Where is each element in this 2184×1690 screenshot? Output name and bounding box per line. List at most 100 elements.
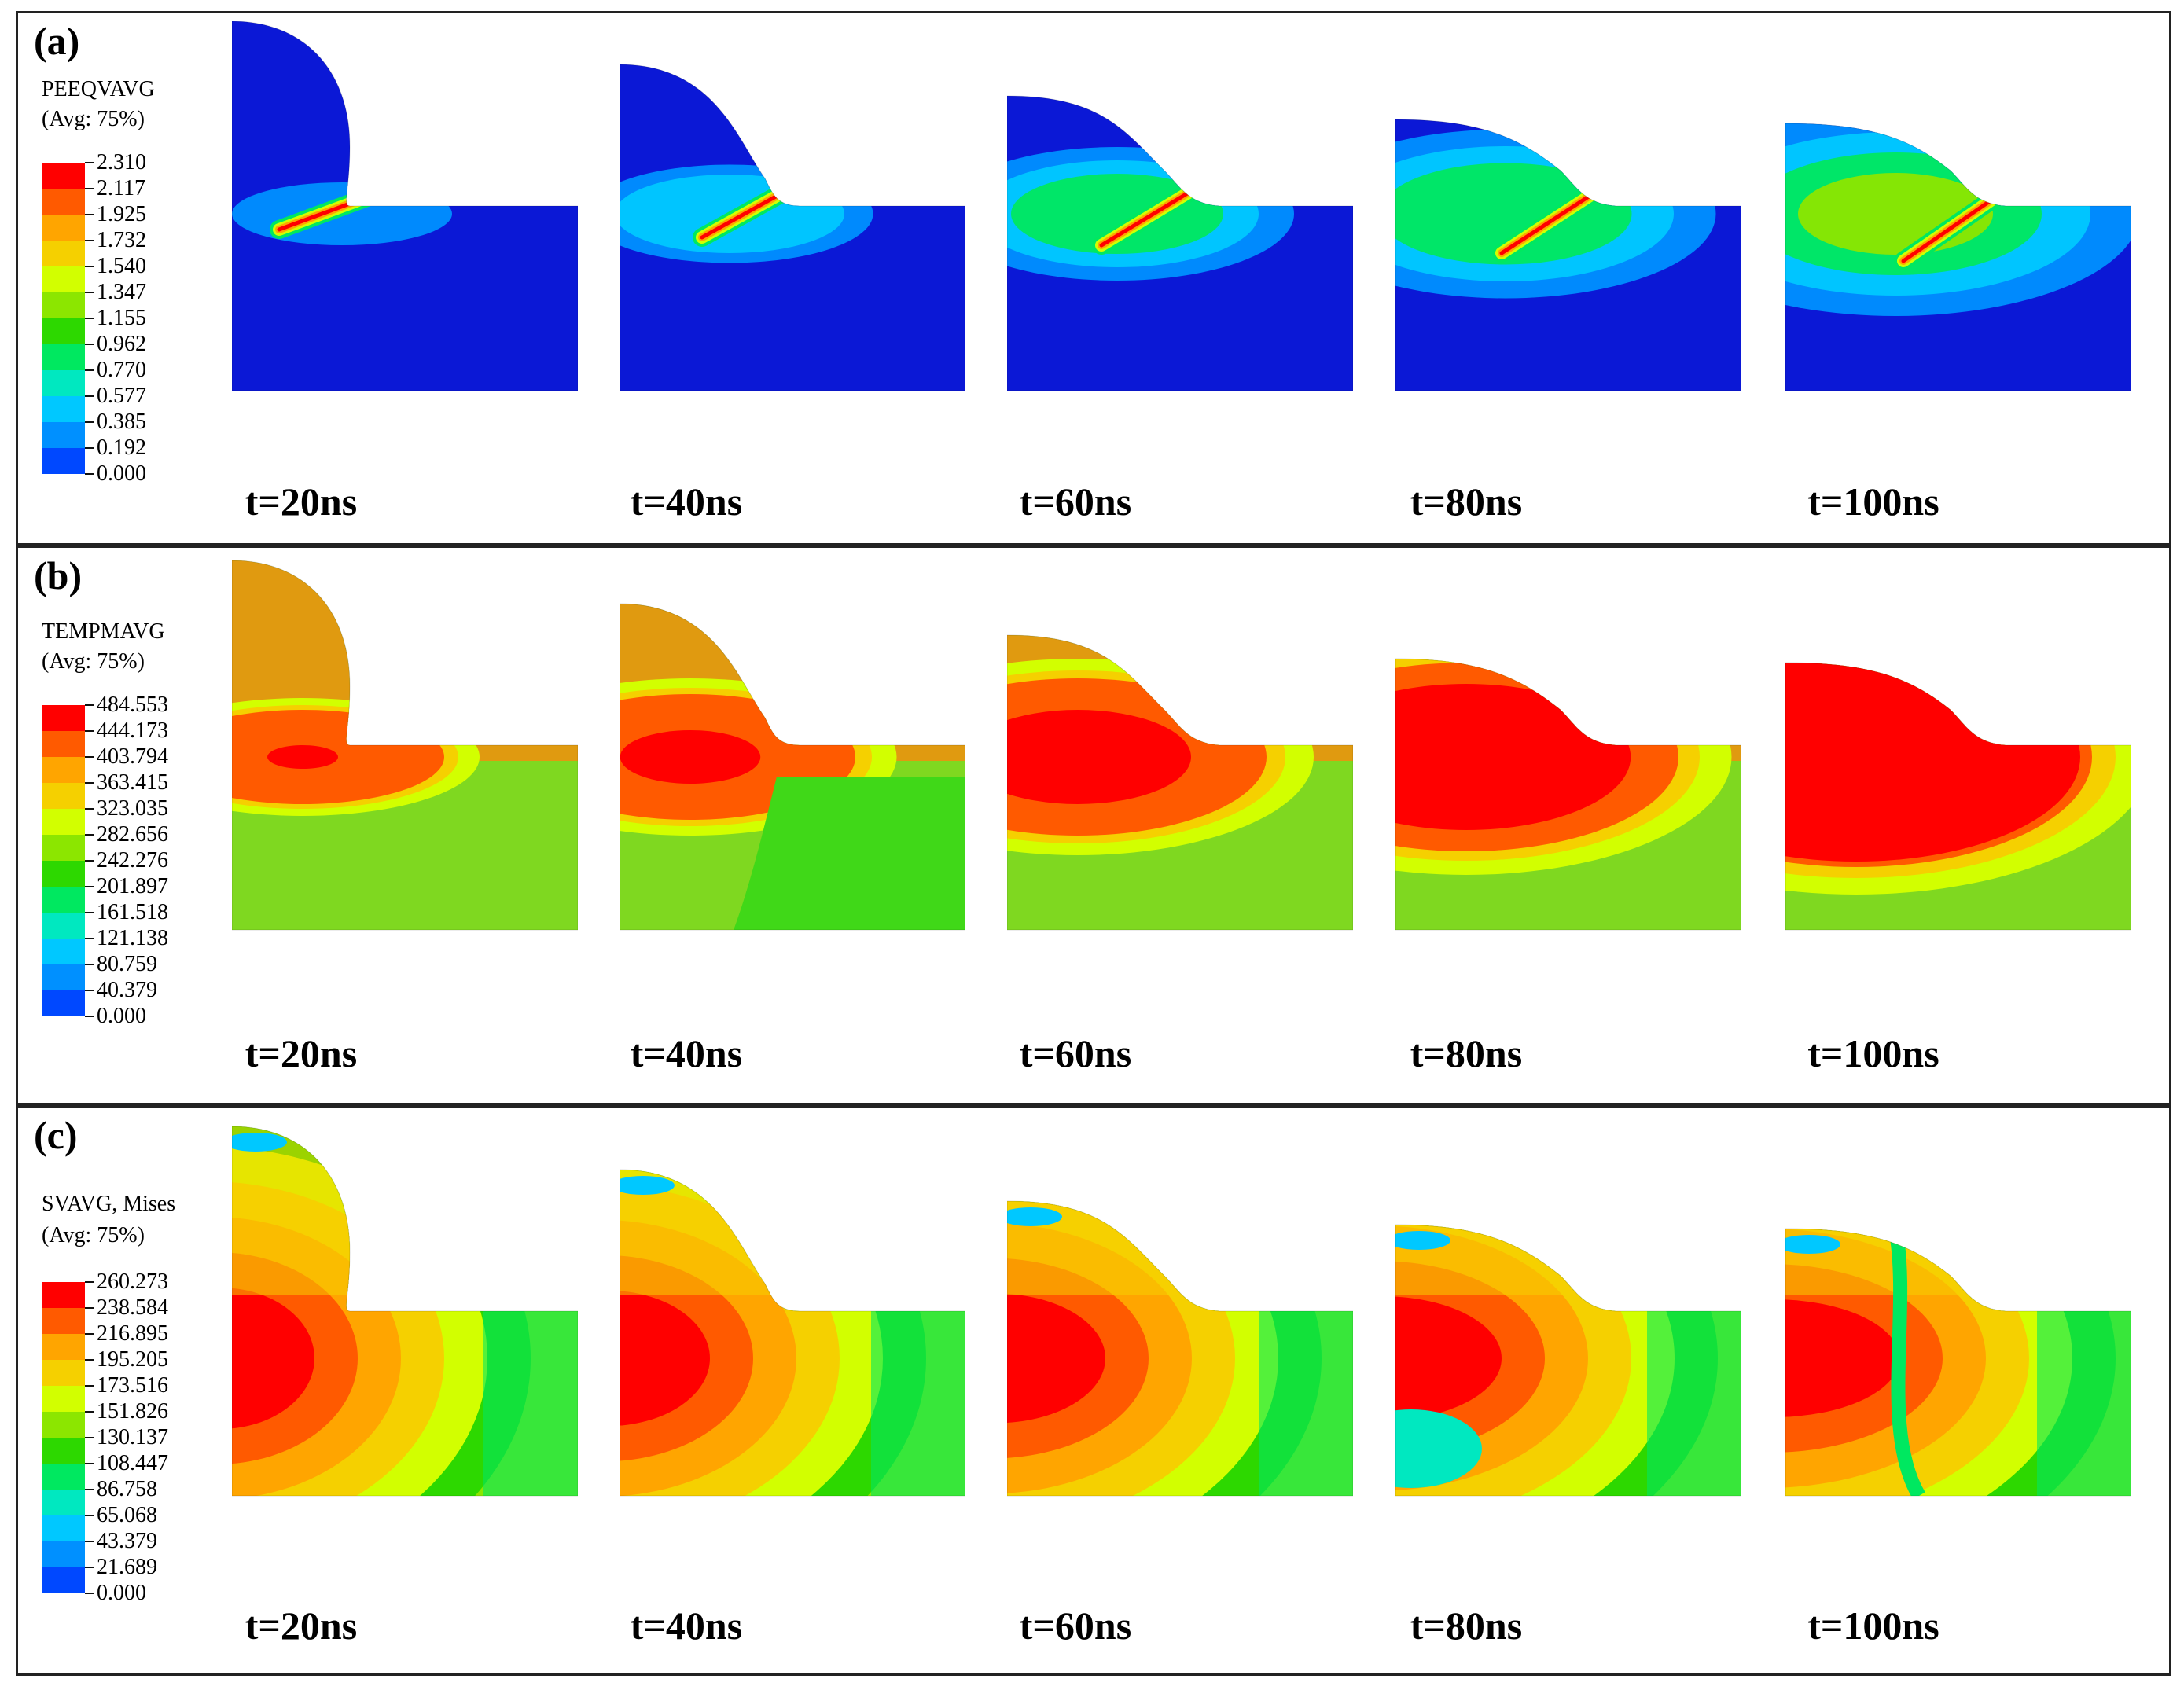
legend-subtitle: (Avg: 75%) — [42, 1223, 145, 1247]
legend-swatch — [42, 448, 85, 474]
legend-tick — [85, 1541, 94, 1542]
legend-value: 151.826 — [97, 1399, 168, 1424]
frame-outline — [1007, 95, 1353, 391]
simulation-frame — [1395, 119, 1741, 391]
simulation-frame — [1785, 123, 2131, 391]
simulation-frame — [232, 560, 578, 931]
legend-tick — [85, 1593, 94, 1594]
legend-swatch — [42, 189, 85, 215]
legend-tick — [85, 266, 94, 267]
legend-swatch — [42, 241, 85, 266]
legend-swatch — [42, 318, 85, 344]
time-label: t=80ns — [1410, 1031, 1523, 1075]
legend-swatch — [42, 266, 85, 292]
legend-swatch — [42, 1308, 85, 1334]
panel-b: (b) TEMPMAVG (Avg: 75%) 484.553 444.173 40… — [16, 546, 2171, 1105]
legend-value: 1.732 — [97, 228, 146, 252]
legend-value: 0.770 — [97, 358, 146, 382]
legend-value: 242.276 — [97, 848, 168, 873]
legend-swatch — [42, 215, 85, 241]
simulation-frame — [620, 64, 965, 391]
legend-tick — [85, 1567, 94, 1568]
legend-value: 2.310 — [97, 150, 146, 175]
legend-swatch — [42, 913, 85, 939]
temperature-contour-band — [1007, 710, 1191, 804]
stress-contour-band — [1007, 1207, 1062, 1226]
stress-contour-band — [620, 1176, 675, 1195]
legend-value: 0.000 — [97, 1581, 146, 1605]
legend-value: 323.035 — [97, 796, 168, 821]
simulation-frame — [620, 603, 965, 931]
legend-swatch — [42, 757, 85, 783]
droplet-stress-region — [1785, 1229, 2131, 1295]
legend-tick — [85, 808, 94, 810]
legend-value: 1.155 — [97, 306, 146, 330]
time-label: t=80ns — [1410, 1604, 1523, 1648]
legend-value: 444.173 — [97, 718, 168, 743]
temperature-contour-band — [620, 730, 761, 784]
panel-label: (b) — [34, 553, 83, 597]
legend-swatch — [42, 1334, 85, 1360]
color-legend — [42, 1281, 94, 1594]
legend-swatch — [42, 1515, 85, 1541]
simulation-frame — [1007, 634, 1353, 931]
legend-value: 363.415 — [97, 770, 168, 795]
legend-swatch — [42, 964, 85, 990]
legend-tick — [85, 782, 94, 784]
stress-contour-band — [1007, 1258, 1149, 1459]
legend-tick — [85, 344, 94, 345]
legend-value: 0.577 — [97, 384, 146, 408]
stress-contour-band — [620, 1255, 753, 1462]
legend-value: 282.656 — [97, 822, 168, 847]
legend-subtitle: (Avg: 75%) — [42, 649, 145, 674]
stress-contour-band — [871, 1311, 965, 1496]
legend-tick — [85, 1437, 94, 1438]
legend-value: 1.540 — [97, 254, 146, 278]
legend-value: 1.925 — [97, 202, 146, 226]
legend-value: 161.518 — [97, 900, 168, 924]
legend-value: 216.895 — [97, 1321, 168, 1346]
stress-contour-band — [1785, 1264, 1943, 1453]
legend-value: 484.553 — [97, 693, 168, 717]
time-label: t=40ns — [630, 479, 743, 524]
legend-tick — [85, 292, 94, 293]
legend-value: 86.758 — [97, 1477, 157, 1501]
simulation-frame — [1785, 662, 2131, 931]
frame-outline — [1007, 634, 1353, 931]
legend-title: SVAVG, Mises — [42, 1192, 176, 1216]
legend-tick — [85, 834, 94, 836]
legend-tick — [85, 447, 94, 449]
frame-outline — [1395, 1224, 1741, 1497]
frame-outline — [620, 1169, 965, 1497]
legend-swatch — [42, 1412, 85, 1438]
legend-value: 108.447 — [97, 1451, 168, 1475]
legend-tick — [85, 938, 94, 939]
legend-tick — [85, 369, 94, 371]
temperature-contour-band — [267, 745, 338, 769]
legend-swatch — [42, 1464, 85, 1490]
legend-swatch — [42, 1282, 85, 1308]
legend-tick — [85, 704, 94, 706]
legend-tick — [85, 912, 94, 913]
legend-value: 121.138 — [97, 926, 168, 950]
panel-a: (a) PEEQVAVG (Avg: 75%) 2.310 2.117 1.925 1… — [16, 11, 2171, 546]
legend-value: 173.516 — [97, 1373, 168, 1398]
legend-swatch — [42, 1567, 85, 1593]
time-label: t=60ns — [1019, 1031, 1132, 1075]
simulation-frame — [1007, 95, 1353, 391]
legend-swatch — [42, 939, 85, 964]
simulation-frame — [620, 1169, 965, 1497]
legend-tick — [85, 1359, 94, 1361]
legend-value: 0.192 — [97, 435, 146, 460]
legend-swatch — [42, 1541, 85, 1567]
legend-tick — [85, 886, 94, 887]
legend-value: 65.068 — [97, 1503, 157, 1527]
simulation-frame — [232, 1126, 578, 1497]
stress-contour-band — [483, 1311, 578, 1496]
legend-tick — [85, 188, 94, 189]
legend-title: PEEQVAVG — [42, 77, 155, 101]
panel-label: (a) — [34, 19, 80, 63]
legend-swatch — [42, 835, 85, 861]
legend-tick — [85, 990, 94, 991]
legend-swatch — [42, 809, 85, 835]
